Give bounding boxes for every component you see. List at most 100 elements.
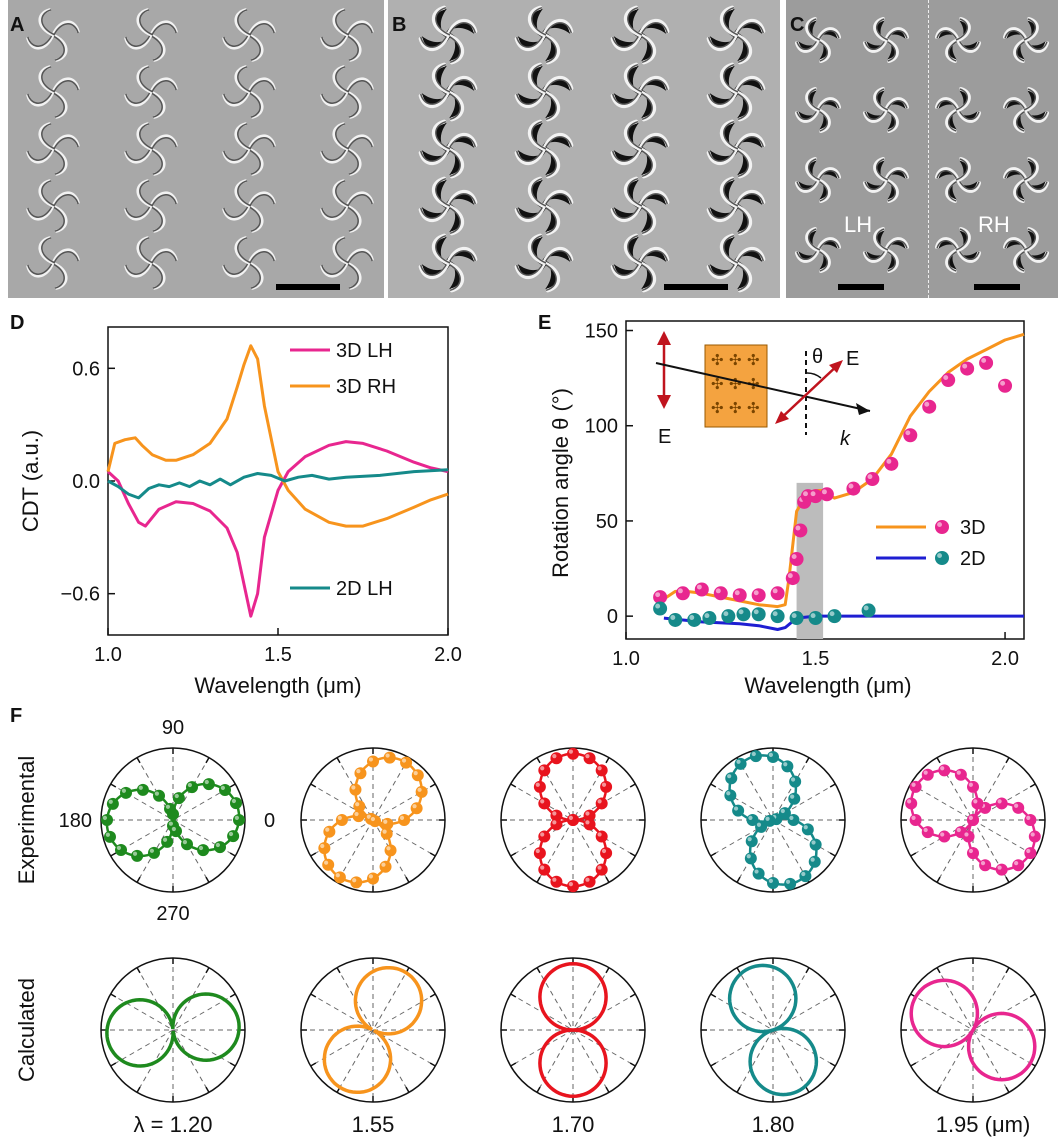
polar-point-highlight	[540, 832, 545, 837]
polar-point-highlight	[116, 845, 122, 851]
polar-point-highlight	[234, 815, 239, 820]
polar-point-highlight	[1014, 861, 1019, 866]
polar-point	[323, 825, 336, 838]
polar-point-highlight	[228, 831, 234, 837]
pinwheel-arm	[433, 179, 447, 209]
chart-e: 1.01.52.00501001503D2DE✣✣✣✣✣✣✣✣✣kθEWavel…	[548, 320, 1025, 698]
polar-point	[400, 756, 413, 769]
polar-point	[755, 820, 768, 833]
polar-point-highlight	[540, 865, 545, 870]
scale-bar	[664, 284, 728, 290]
pinwheel-shadow	[150, 137, 177, 152]
polar-point	[600, 780, 613, 793]
polar-point-highlight	[149, 848, 155, 853]
polar-tick	[710, 852, 717, 857]
pinwheel	[795, 227, 841, 273]
x-tick-label: 1.0	[612, 648, 640, 670]
polar-point-highlight	[325, 827, 330, 832]
data-point-highlight	[810, 613, 816, 619]
polar-point-highlight	[187, 782, 192, 788]
data-point-highlight	[1000, 380, 1006, 386]
data-point	[694, 582, 709, 597]
y-tick-label: 100	[585, 416, 618, 438]
polar-point-highlight	[351, 785, 356, 790]
data-point-highlight	[677, 588, 683, 594]
data-point	[960, 361, 975, 376]
data-point-highlight	[787, 573, 793, 579]
polar-tick	[510, 993, 517, 998]
pinwheel-arm	[421, 36, 451, 50]
pinwheel-arm	[433, 8, 447, 38]
polar-point	[349, 783, 362, 796]
slab-pattern: ✣	[729, 400, 742, 417]
y-tick-label: 0.6	[72, 358, 100, 380]
polar-tick	[110, 783, 117, 788]
pinwheel	[418, 5, 478, 65]
data-point-highlight	[795, 525, 801, 531]
polar-point	[550, 818, 563, 831]
polar-point-highlight	[552, 811, 557, 816]
pinwheel-shadow	[50, 262, 65, 289]
data-point-highlight	[753, 609, 759, 615]
data-point-highlight	[715, 588, 721, 594]
polar-tick	[510, 852, 517, 857]
polar-point-highlight	[810, 857, 815, 862]
pinwheel-arm	[545, 146, 559, 176]
data-point-highlight	[791, 554, 797, 560]
pinwheel-shadow	[150, 23, 177, 38]
data-point-highlight	[734, 590, 740, 596]
pinwheel	[1003, 227, 1049, 273]
pinwheel-shadow	[41, 180, 56, 207]
pinwheel-arm	[433, 65, 447, 95]
polar-point-highlight	[585, 820, 590, 825]
pinwheel-shadow	[876, 18, 889, 41]
pinwheel-shadow	[808, 88, 821, 111]
polar-point-highlight	[204, 779, 209, 785]
pinwheel	[124, 8, 178, 62]
pinwheel-arm	[517, 207, 547, 221]
polar-point	[350, 876, 363, 889]
polar-point	[161, 835, 174, 848]
pinwheel-arm	[613, 207, 643, 221]
x-tick-label: 1.5	[802, 648, 830, 670]
data-point	[770, 586, 785, 601]
slab-pattern: ✣	[711, 376, 724, 393]
polar-point	[103, 830, 116, 843]
pinwheel	[320, 8, 374, 62]
polar-point-highlight	[601, 848, 607, 854]
series-line	[107, 468, 449, 500]
slab-pattern: ✣	[711, 352, 724, 369]
polar-tick	[405, 1086, 410, 1093]
data-point	[736, 607, 751, 622]
plot-frame	[107, 326, 449, 636]
pinwheel-shadow	[139, 66, 154, 93]
pinwheel-shadow	[723, 6, 739, 36]
polar-point	[1012, 859, 1025, 872]
polar-point-highlight	[940, 766, 945, 771]
polar-point-highlight	[168, 821, 173, 826]
polar-point	[148, 846, 161, 859]
polar-point-highlight	[412, 804, 417, 809]
plot-frame	[625, 320, 1025, 640]
polar-point	[1024, 847, 1037, 860]
polar-tick	[736, 876, 741, 883]
polar-point	[921, 768, 934, 781]
pinwheel-shadow	[52, 23, 79, 38]
pinwheel	[706, 233, 766, 293]
polar-point-highlight	[968, 815, 974, 820]
polar-point	[595, 830, 608, 843]
polar-tick	[829, 852, 836, 857]
polar-tick	[629, 993, 636, 998]
polar-point	[781, 760, 794, 773]
polar-tick	[1029, 783, 1036, 788]
pinwheel-shadow	[223, 89, 250, 104]
polar-point-highlight	[401, 758, 407, 763]
data-point-highlight	[981, 357, 987, 363]
polar-point	[909, 814, 922, 826]
pinwheel-shadow	[808, 18, 821, 41]
data-point	[721, 609, 736, 624]
polar-point-highlight	[790, 777, 796, 782]
polar-tick	[629, 1062, 636, 1067]
pinwheel	[418, 176, 478, 236]
polar-point-highlight	[997, 865, 1002, 870]
